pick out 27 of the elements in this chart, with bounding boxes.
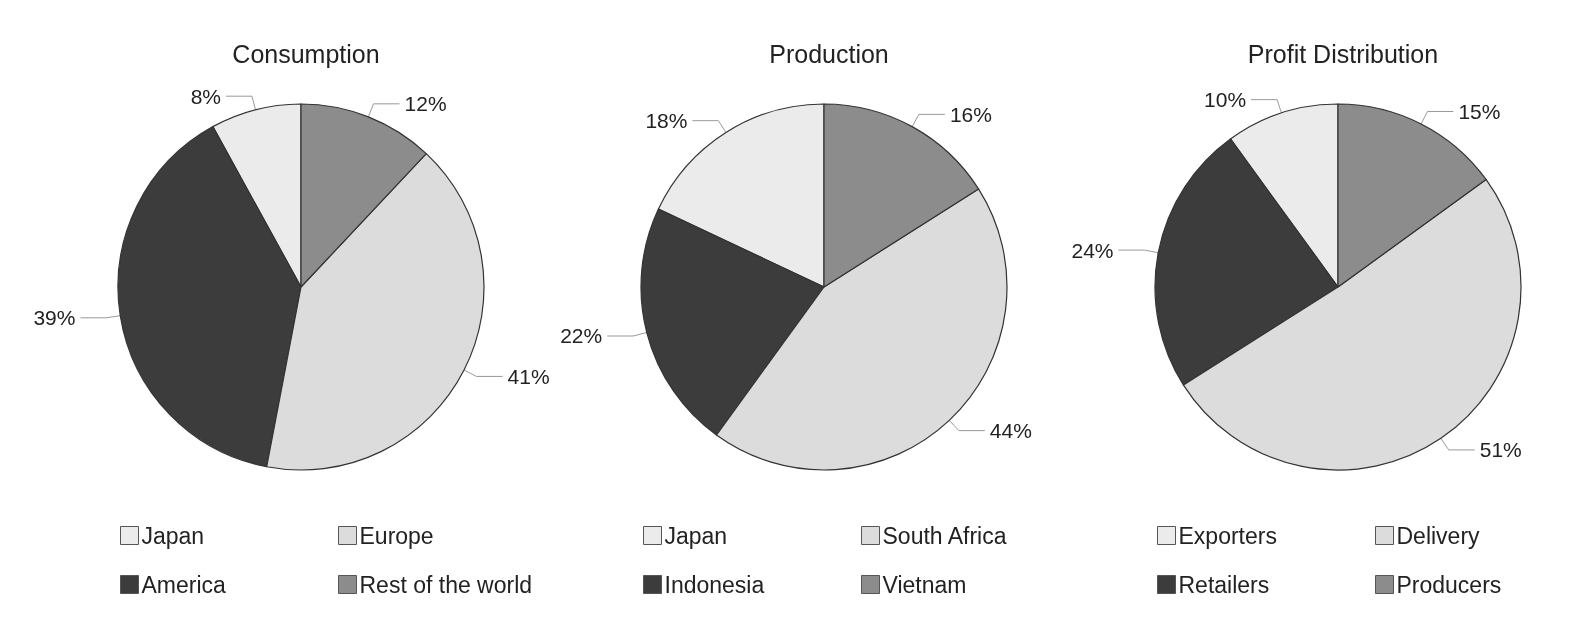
data-label: 16% — [949, 102, 992, 126]
data-label: 10% — [1204, 88, 1247, 112]
data-label: 41% — [507, 364, 550, 388]
legend-label: Indonesia — [664, 571, 765, 598]
data-label: 22% — [560, 324, 603, 348]
data-label: 39% — [33, 306, 76, 330]
legend-label: South Africa — [882, 522, 1007, 549]
legend-label: Retailers — [1178, 571, 1270, 598]
data-label: 51% — [1479, 438, 1522, 462]
legend-label: Delivery — [1396, 522, 1481, 549]
legend-label: Japan — [141, 522, 205, 549]
data-label: 24% — [1071, 238, 1114, 262]
legend-label: Rest of the world — [359, 571, 533, 598]
data-label: 44% — [989, 419, 1032, 443]
chart-title: Production — [769, 39, 889, 68]
legend-label: Japan — [664, 522, 728, 549]
legend-label: Vietnam — [882, 571, 967, 598]
legend-label: America — [141, 571, 227, 598]
data-label: 15% — [1458, 99, 1501, 123]
data-label: 18% — [645, 109, 688, 133]
data-label: 12% — [404, 92, 447, 116]
legend-label: Producers — [1396, 571, 1502, 598]
data-label: 8% — [190, 84, 222, 108]
legend-label: Europe — [359, 522, 434, 549]
chart-title: Profit Distribution — [1247, 39, 1439, 68]
legend-label: Exporters — [1178, 522, 1277, 549]
chart-title: Consumption — [232, 39, 380, 68]
